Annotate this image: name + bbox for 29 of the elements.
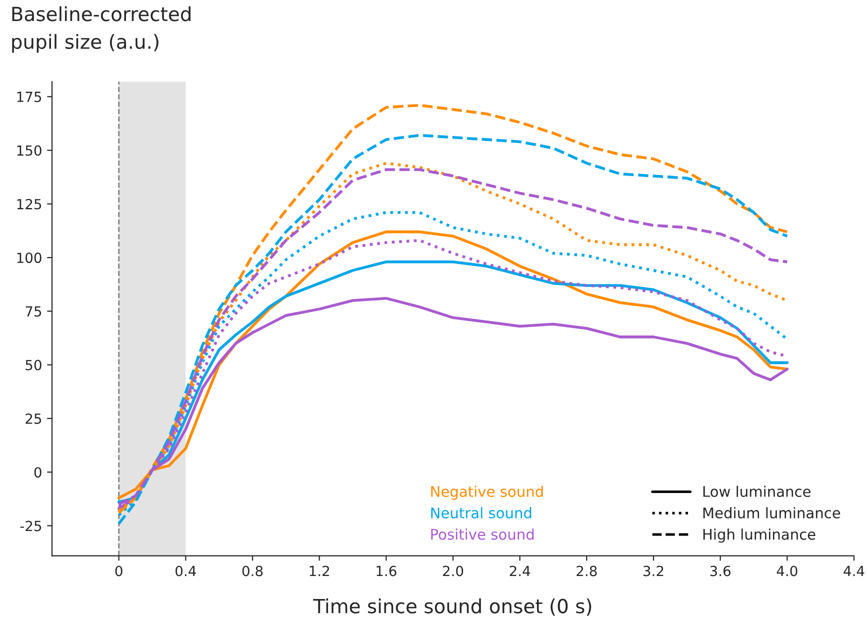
annotation: Negative sound: [431, 486, 543, 500]
annotation: Medium luminance: [703, 507, 840, 518]
x-tick-label: 3.2: [644, 566, 664, 576]
x-tick-label: 3.6: [710, 566, 730, 576]
x-tick-label: 2.8: [576, 566, 597, 576]
y-axis-title: Baseline-corrected pupil size (a.u.): [12, 6, 190, 53]
x-axis-title: Time since sound onset (0 s): [313, 598, 592, 616]
y-tick-label: 125: [17, 198, 42, 210]
y-tick-label: 150: [17, 145, 42, 156]
y-tick-label: 100: [17, 252, 42, 264]
annotation: Positive sound: [431, 528, 534, 540]
annotation: Neutral sound: [431, 507, 532, 518]
y-tick-label: 75: [26, 306, 42, 317]
x-tick-label: 4.0: [776, 566, 798, 576]
y-tick-label: 50: [26, 360, 42, 370]
annotation: Low luminance: [703, 486, 810, 498]
y-tick-label: 175: [17, 92, 42, 102]
x-tick-label: 0.8: [242, 566, 263, 576]
y-tick-label: 0: [34, 467, 42, 478]
x-tick-label: 1.6: [376, 566, 396, 576]
x-tick-label: 2.4: [510, 566, 530, 576]
x-tick-label: 0.4: [176, 566, 196, 576]
x-tick-label: 4.4: [844, 566, 864, 576]
x-tick-label: 1.2: [310, 566, 329, 576]
y-tick-label: -25: [20, 520, 42, 532]
annotation: High luminance: [703, 528, 816, 543]
y-tick-label: 25: [26, 413, 42, 424]
x-tick-label: 2.0: [442, 566, 464, 576]
x-tick-label: 0: [115, 566, 122, 576]
